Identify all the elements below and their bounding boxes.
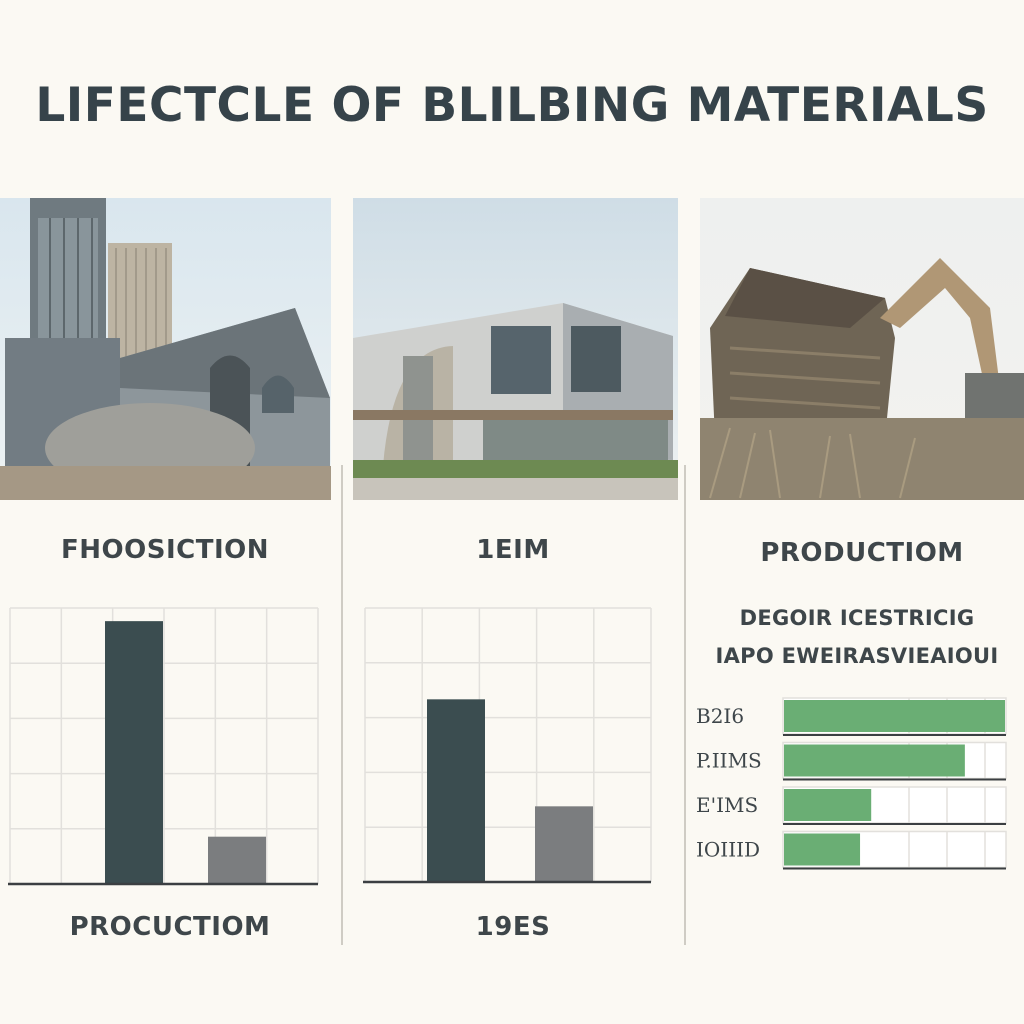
- hbar-4: [784, 833, 861, 866]
- hbar-3: [784, 789, 872, 821]
- chart-1-bar-2: [208, 836, 266, 884]
- factory-photo: [0, 198, 331, 500]
- demolition-photo: [700, 198, 1024, 500]
- page-title: LIFECTCLE OF BLILBING MATERIALS: [35, 78, 989, 133]
- chart-2-bar-1: [427, 699, 485, 882]
- hbar-label-4: IOIIID: [696, 838, 760, 862]
- hbar-1: [784, 700, 1005, 732]
- hbar-label-1: B2I6: [696, 704, 744, 728]
- building-photo: [353, 198, 678, 500]
- bar-chart-2: [363, 607, 652, 884]
- column-1-label: FHOOSICTION: [61, 535, 269, 565]
- chart-2-bar-2: [535, 806, 593, 882]
- hbar-chart-3: B2I6 P.IIMS E'IMS IOIIID: [696, 697, 1007, 870]
- column-divider-left: [341, 465, 343, 945]
- column-1-bottom-label: PROCUCTIOM: [69, 912, 271, 942]
- hbar-label-2: P.IIMS: [696, 749, 762, 773]
- hbar-label-3: E'IMS: [696, 793, 758, 817]
- bar-chart-1: [8, 607, 319, 886]
- chart-1-bar-1: [105, 621, 163, 884]
- hbar-2: [784, 744, 965, 777]
- column-2-bottom-label: 19ES: [475, 912, 551, 942]
- column-divider-right: [684, 465, 686, 945]
- column-3-sub-label-2: IAPO EWEIRASVIEAIOUI: [715, 644, 999, 668]
- column-3-sub-label-1: DEGOIR ICESTRICIG: [739, 606, 975, 630]
- column-3-label: PRODUCTIOM: [760, 538, 964, 568]
- column-2-label: 1EIM: [476, 535, 550, 565]
